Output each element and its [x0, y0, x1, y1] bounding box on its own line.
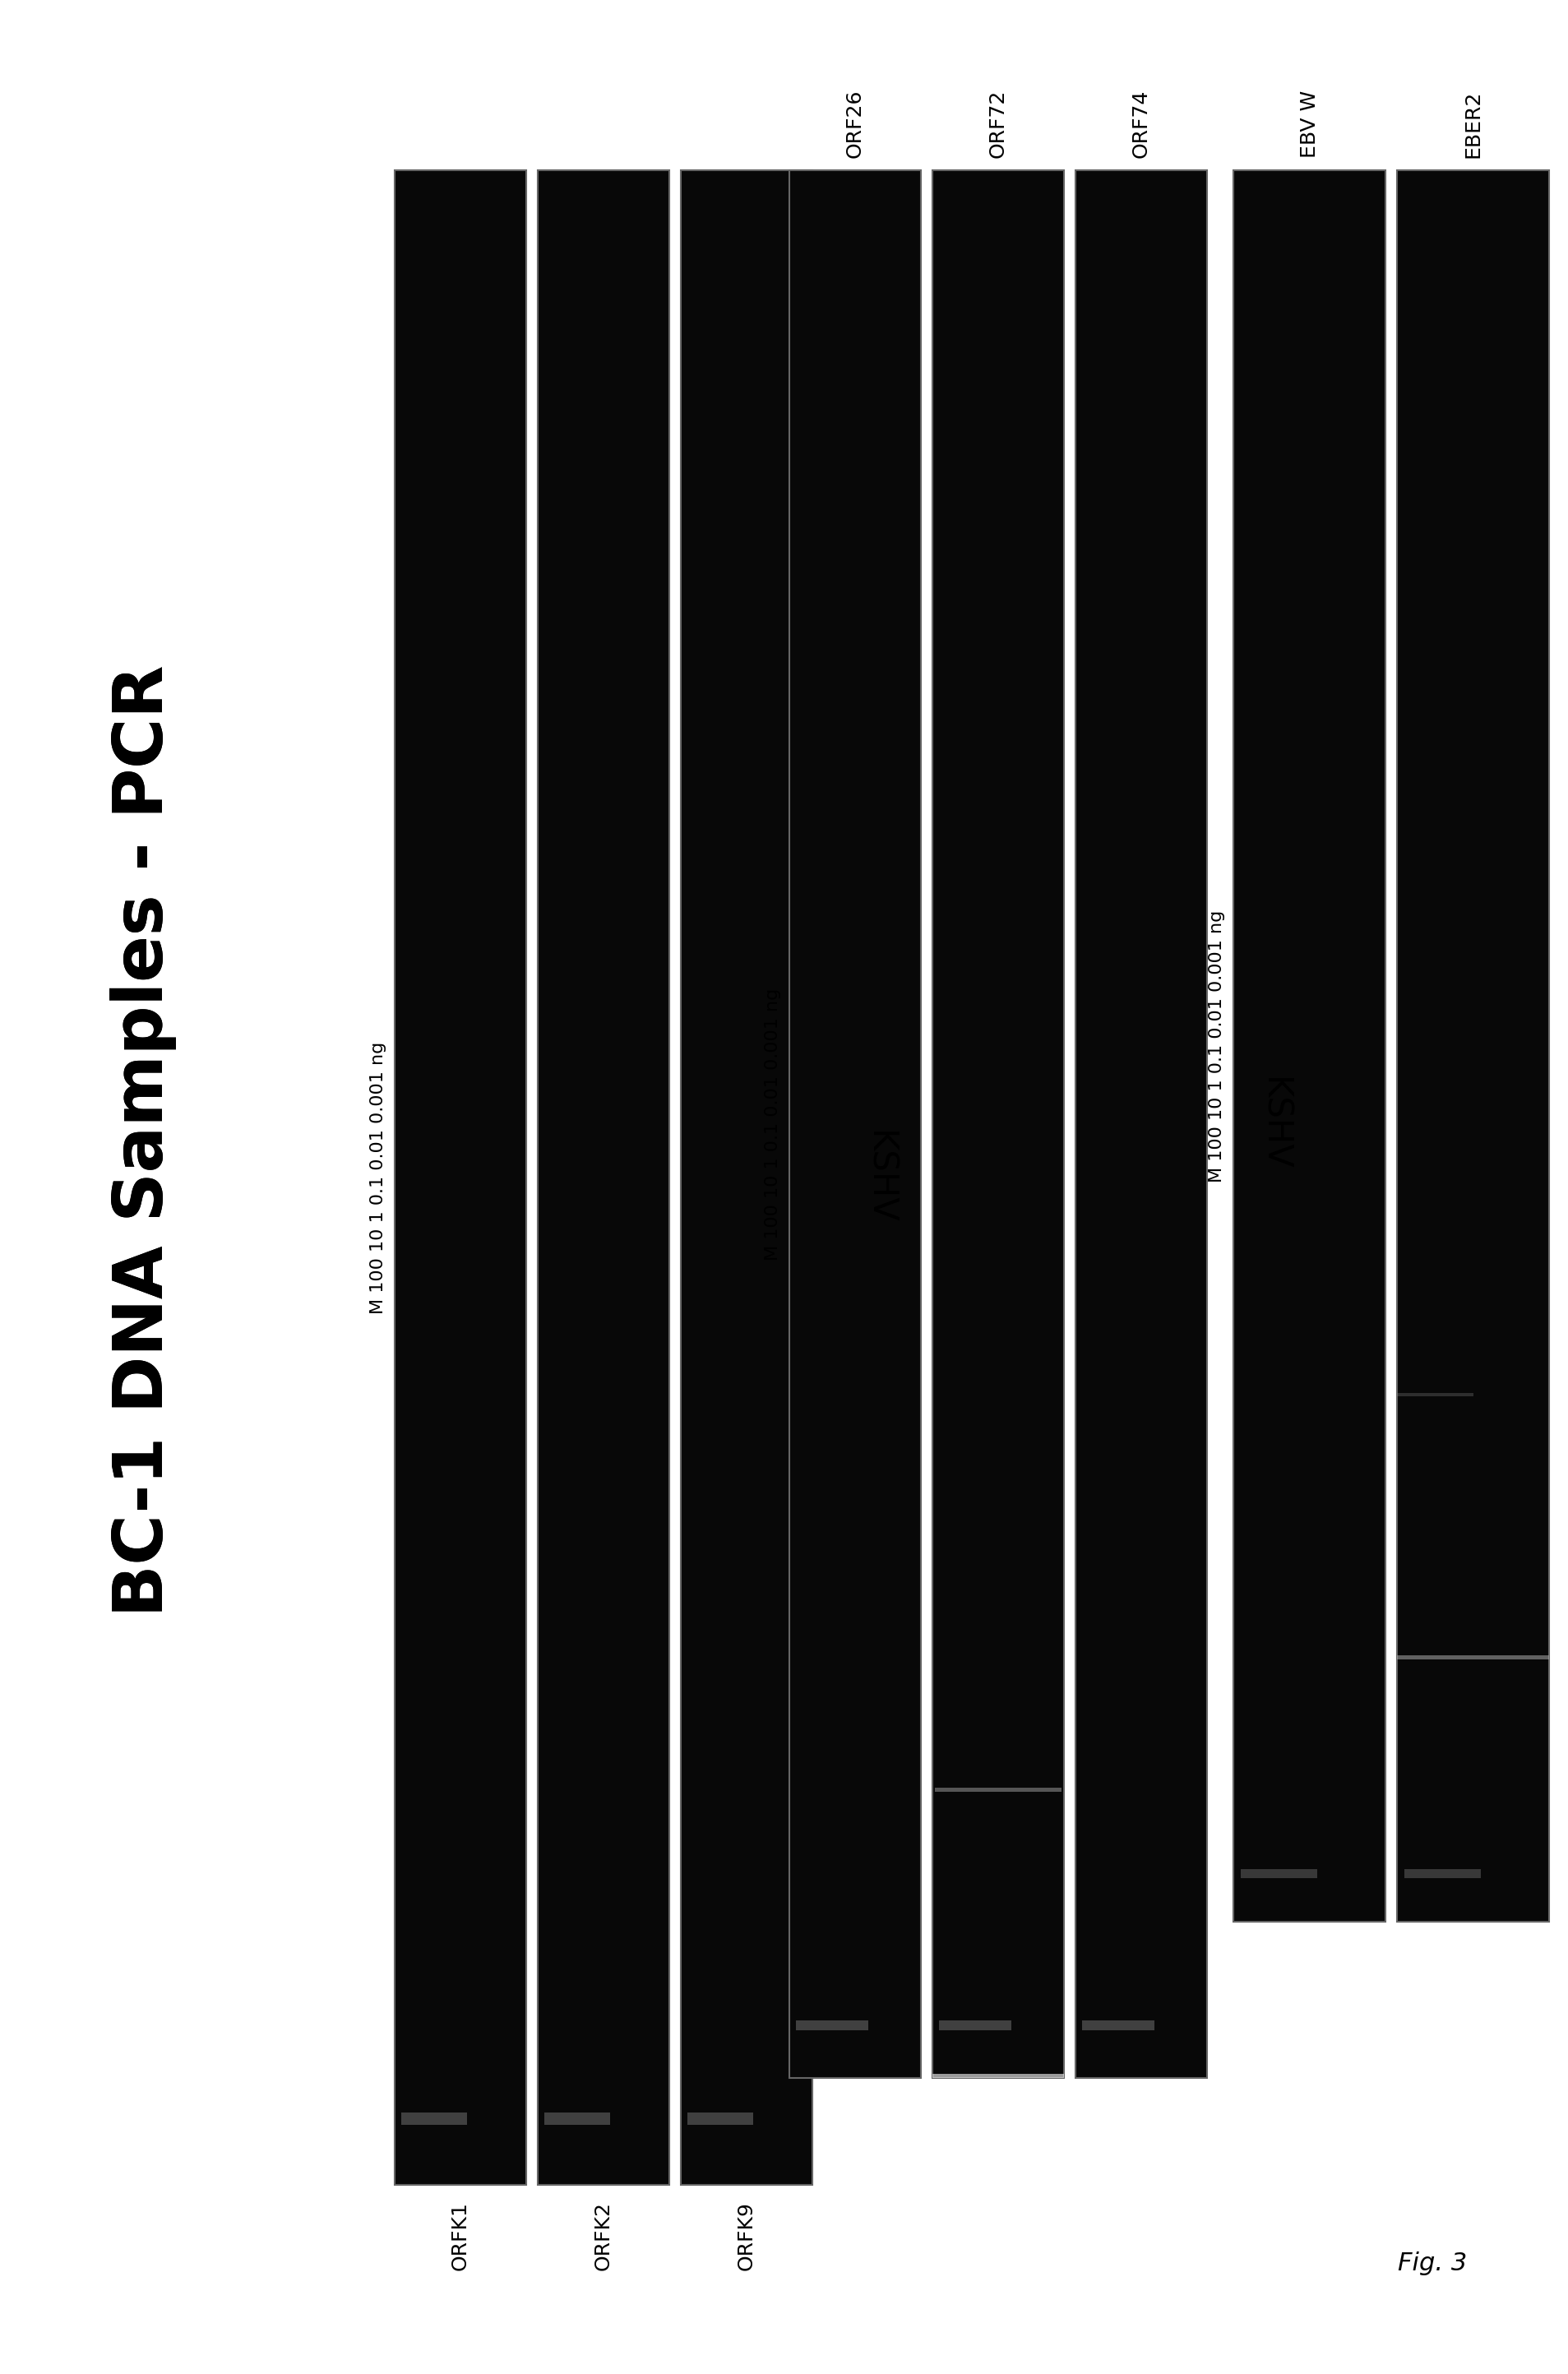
Bar [1397, 171, 1549, 1921]
Bar [681, 171, 812, 2184]
Bar [933, 2075, 1065, 2077]
Bar [1240, 1868, 1317, 1878]
Text: KSHV: KSHV [1256, 1078, 1290, 1170]
Text: ORF72: ORF72 [988, 90, 1008, 159]
Bar [939, 2020, 1011, 2030]
Bar [401, 2113, 467, 2125]
Text: EBER2: EBER2 [1463, 90, 1483, 159]
Bar [395, 171, 527, 2184]
Text: ORFK9: ORFK9 [737, 2201, 756, 2270]
Text: M 100 10 1 0.1 0.01 0.001 ng: M 100 10 1 0.1 0.01 0.001 ng [370, 1042, 386, 1313]
Text: ORFK2: ORFK2 [594, 2201, 613, 2270]
Bar [1076, 171, 1207, 2077]
Bar [1234, 171, 1386, 1921]
Bar [797, 2020, 869, 2030]
Bar [789, 171, 920, 2077]
Text: M 100 10 1 0.1 0.01 0.001 ng: M 100 10 1 0.1 0.01 0.001 ng [1209, 909, 1225, 1182]
Bar [1397, 1394, 1472, 1396]
Text: ORF74: ORF74 [1132, 90, 1151, 159]
Bar [1082, 2020, 1154, 2030]
Text: ORFK1: ORFK1 [450, 2201, 470, 2270]
Bar [687, 2113, 753, 2125]
Bar [935, 1788, 1062, 1792]
Text: EBV W: EBV W [1300, 90, 1319, 159]
Bar [1397, 1655, 1549, 1659]
Text: ORF26: ORF26 [845, 90, 866, 159]
Bar [538, 171, 670, 2184]
Text: M 100 10 1 0.1 0.01 0.001 ng: M 100 10 1 0.1 0.01 0.001 ng [765, 988, 781, 1261]
Text: Fig. 3: Fig. 3 [1397, 2251, 1468, 2274]
Bar [1405, 1868, 1480, 1878]
Text: KSHV: KSHV [862, 1130, 897, 1225]
Text: BC-1 DNA Samples - PCR: BC-1 DNA Samples - PCR [111, 665, 177, 1617]
Bar [544, 2113, 610, 2125]
Text: BC-1 DNA Samples - PCR: BC-1 DNA Samples - PCR [111, 665, 177, 1617]
Bar [933, 171, 1065, 2077]
